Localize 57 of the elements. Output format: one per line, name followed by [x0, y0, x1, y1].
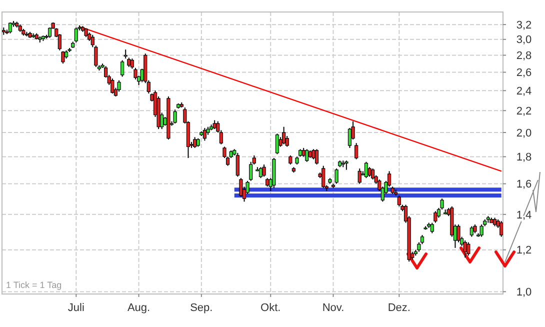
y-tick-label: 2,2 [516, 105, 532, 118]
candlestick [117, 80, 121, 92]
y-tick-label: 1,8 [516, 152, 532, 164]
candlestick [94, 45, 98, 68]
candlestick [120, 60, 124, 78]
candlestick [90, 34, 94, 48]
y-tick-label: 2,0 [516, 127, 532, 140]
x-tick-label: Okt. [260, 302, 281, 314]
candlestick [193, 136, 197, 148]
candlestick [130, 58, 134, 70]
x-tick-label: Sep. [190, 302, 213, 314]
candlestick [466, 242, 470, 256]
y-tick-label: 2,6 [516, 67, 532, 80]
candlestick [305, 148, 309, 162]
candlestick [74, 26, 78, 43]
candlestick [500, 220, 503, 238]
candlestick [434, 210, 438, 224]
candlestick [470, 226, 474, 238]
candlestick [275, 133, 280, 155]
candlestick [334, 168, 338, 184]
candlestick [314, 148, 319, 165]
x-tick-label: Aug. [127, 302, 150, 314]
y-tick-label: 1,6 [516, 178, 532, 191]
annotation: 1 Tick = 1 Tag [6, 280, 62, 290]
y-tick-label: 3,2 [516, 19, 532, 32]
candlestick [354, 142, 358, 160]
candlestick [127, 57, 131, 68]
candlestick [322, 165, 326, 189]
x-tick-label: Dez. [388, 302, 410, 314]
candlestick [371, 168, 375, 180]
candlestick [397, 195, 401, 207]
candlestick [430, 222, 434, 234]
y-tick-label: 2,8 [516, 50, 532, 62]
candlestick [312, 148, 316, 160]
candlestick [344, 160, 348, 170]
candlestick [202, 127, 207, 142]
candlestick [282, 126, 286, 145]
candlestick [358, 168, 362, 184]
candlestick [110, 78, 114, 94]
x-tick-label: Juli [68, 302, 84, 314]
y-tick-label: 3,0 [516, 34, 532, 46]
candlestick [480, 224, 484, 238]
y-tick-label: 1,2 [516, 244, 532, 257]
candlestick [262, 164, 266, 178]
candlestick [456, 224, 460, 243]
candlestick [288, 154, 292, 165]
candlestick [364, 161, 368, 179]
x-tick-label: Nov. [322, 302, 344, 314]
candlestick [61, 50, 65, 64]
y-tick-label: 2,4 [516, 85, 532, 98]
candlestick [48, 26, 52, 38]
candlestick [239, 178, 243, 198]
candlestick [173, 109, 177, 124]
candlestick [8, 22, 12, 34]
candlestick [368, 166, 372, 178]
y-tick-label: 1,0 [516, 286, 532, 299]
candlestick [236, 152, 240, 178]
